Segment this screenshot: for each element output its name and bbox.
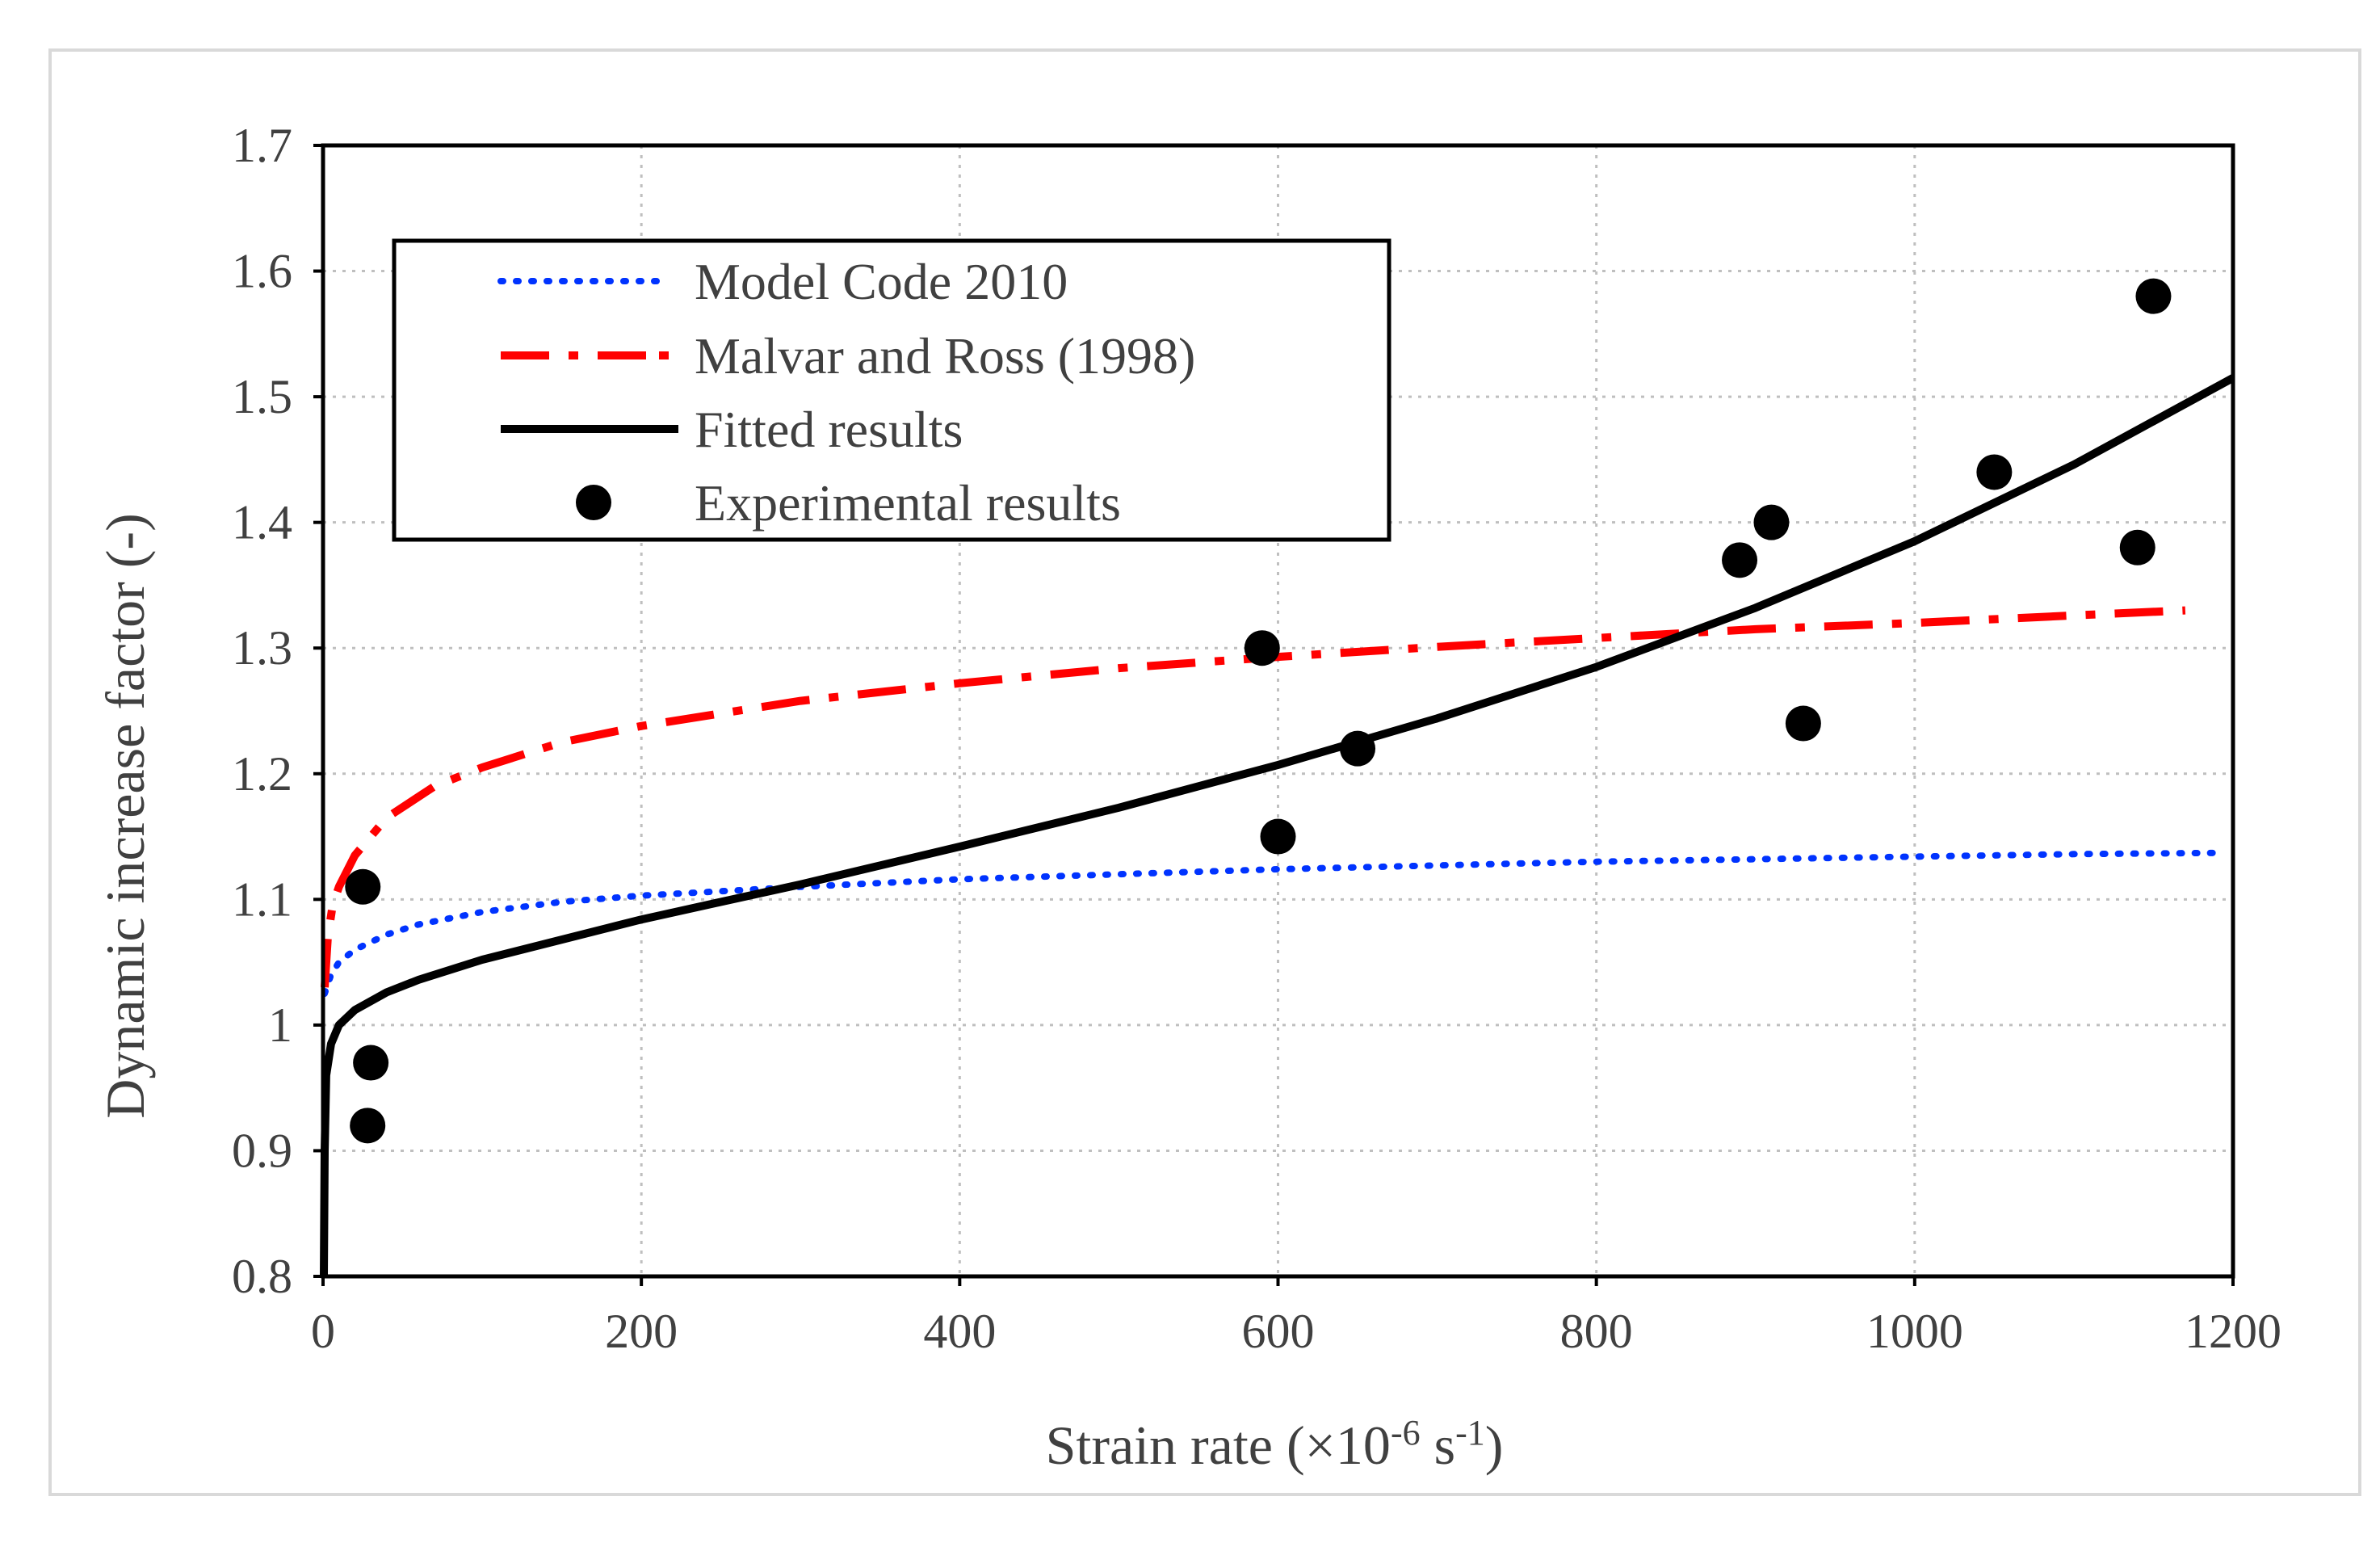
x-axis-title-unit: s <box>1421 1415 1455 1476</box>
experimental-point <box>353 1045 389 1081</box>
legend-label-malvar-ross: Malvar and Ross (1998) <box>695 327 1195 385</box>
series-layer <box>320 374 2235 1277</box>
y-tick-label: 1.5 <box>232 370 292 423</box>
x-tick-label: 0 <box>311 1305 335 1358</box>
y-axis-title: Dynamic increase factor (-) <box>94 513 156 1118</box>
y-tick-label: 0.9 <box>232 1124 292 1177</box>
experimental-point <box>1753 504 1790 540</box>
legend-label-fitted-results: Fitted results <box>695 401 963 458</box>
legend-swatch-experimental-results <box>576 485 611 520</box>
x-tick-label: 800 <box>1560 1305 1633 1358</box>
y-tick-label: 1.3 <box>232 621 292 675</box>
y-tick-label: 1.4 <box>232 496 292 549</box>
legend-label-model-code-2010: Model Code 2010 <box>695 253 1068 310</box>
experimental-point <box>350 1108 386 1144</box>
experimental-point <box>1722 542 1758 578</box>
legend-label-experimental-results: Experimental results <box>695 474 1121 532</box>
experimental-point <box>1260 818 1296 855</box>
x-axis-title-main: Strain rate (×10 <box>1046 1415 1391 1476</box>
experimental-point <box>1785 705 1821 742</box>
legend: Model Code 2010 Malvar and Ross (1998) F… <box>392 238 1391 542</box>
x-axis-title-exponent-2: -1 <box>1455 1413 1485 1452</box>
grid <box>323 145 2233 1276</box>
x-tick-label: 600 <box>1242 1305 1315 1358</box>
y-tick-label: 1.6 <box>232 245 292 298</box>
experimental-point <box>345 868 381 905</box>
legend-box <box>392 238 1391 542</box>
x-tick-label: 1200 <box>2185 1305 2281 1358</box>
y-tick-label: 1.7 <box>232 119 292 172</box>
scatter-layer <box>345 278 2172 1144</box>
y-tick-label: 1.2 <box>232 747 292 801</box>
y-tick-label: 1.1 <box>232 872 292 926</box>
experimental-point <box>1976 454 2013 490</box>
x-tick-label: 200 <box>605 1305 678 1358</box>
experimental-point <box>2135 278 2172 314</box>
x-axis-title-close: ) <box>1485 1415 1504 1476</box>
y-tick-label: 0.8 <box>232 1250 292 1303</box>
x-axis-title-exponent-1: -6 <box>1391 1413 1421 1452</box>
experimental-point <box>1340 730 1376 767</box>
x-axis-title: Strain rate (×10-6 s-1) <box>1046 1413 1504 1477</box>
experimental-point <box>1244 630 1280 666</box>
axis-ticks: 0.8 0.9 1 1.1 1.2 1.3 1.4 1.5 1.6 1.7 0 200 400 600 80… <box>232 119 2281 1358</box>
series-line-malvar-ross <box>321 606 2186 988</box>
series-line-fitted-results <box>320 374 2235 1277</box>
experimental-point <box>2119 529 2155 565</box>
y-tick-label: 1 <box>268 998 292 1052</box>
x-tick-label: 400 <box>923 1305 996 1358</box>
x-tick-label: 1000 <box>1866 1305 1963 1358</box>
